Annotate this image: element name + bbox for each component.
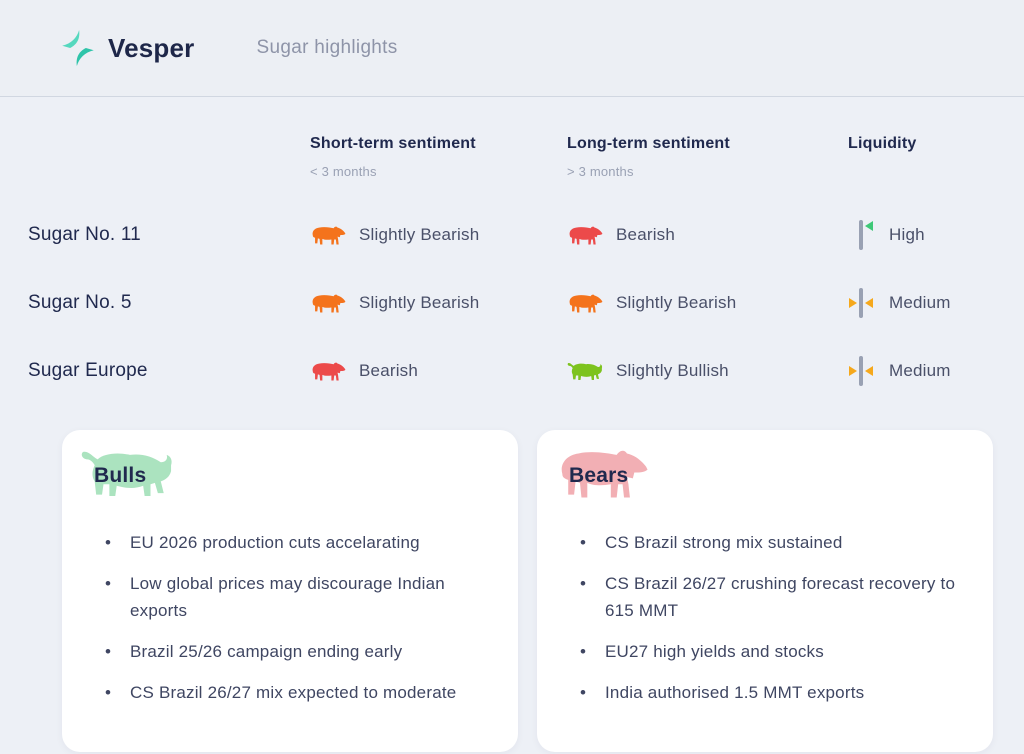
sentiment-label: Slightly Bearish — [616, 293, 737, 312]
column-label: Short-term sentiment — [310, 135, 476, 152]
bear-icon — [310, 292, 346, 315]
long-term-sentiment-cell: Slightly Bullish — [567, 360, 848, 383]
column-short-term: Short-term sentiment < 3 months — [310, 135, 567, 179]
column-liquidity: Liquidity — [848, 135, 1024, 153]
sentiment-label: Slightly Bearish — [359, 293, 480, 312]
page-title: Sugar highlights — [256, 37, 398, 58]
list-item: Brazil 25/26 campaign ending early — [92, 639, 488, 666]
column-long-term: Long-term sentiment > 3 months — [567, 135, 848, 179]
column-label: Long-term sentiment — [567, 135, 730, 152]
liquidity-high-indicator-icon — [859, 220, 873, 250]
table-row: Sugar No. 5 Slightly Bearish Slightly Be… — [28, 269, 1024, 337]
bulls-card: Bulls EU 2026 production cuts accelarati… — [62, 430, 518, 752]
short-term-sentiment-cell: Slightly Bearish — [310, 224, 567, 247]
app-header: Vesper Sugar highlights — [0, 0, 1024, 97]
bear-icon — [567, 224, 603, 247]
bear-icon — [567, 292, 603, 315]
list-item: CS Brazil strong mix sustained — [567, 530, 963, 557]
short-term-sentiment-cell: Slightly Bearish — [310, 292, 567, 315]
long-term-sentiment-cell: Slightly Bearish — [567, 292, 848, 315]
list-item: EU27 high yields and stocks — [567, 639, 963, 666]
list-item: CS Brazil 26/27 mix expected to moderate — [92, 680, 488, 707]
list-item: EU 2026 production cuts accelarating — [92, 530, 488, 557]
product-name: Sugar No. 11 — [28, 224, 141, 245]
bears-card-title: Bears — [569, 464, 629, 487]
table-row: Sugar Europe Bearish Slightly Bullish Me… — [28, 337, 1024, 405]
sentiment-label: Slightly Bullish — [616, 361, 729, 380]
bulls-card-header: Bulls — [92, 442, 488, 516]
list-item: Low global prices may discourage Indian … — [92, 571, 488, 624]
liquidity-label: High — [889, 225, 925, 244]
vesper-logo-icon — [62, 30, 94, 66]
liquidity-label: Medium — [889, 361, 951, 380]
short-term-sentiment-cell: Bearish — [310, 360, 567, 383]
liquidity-cell: Medium — [848, 286, 1024, 320]
sentiment-label: Slightly Bearish — [359, 225, 480, 244]
column-sublabel: > 3 months — [567, 164, 634, 179]
column-sublabel: < 3 months — [310, 164, 377, 179]
bulls-card-title: Bulls — [94, 464, 147, 487]
liquidity-medium-indicator-icon — [849, 288, 873, 318]
brand-name: Vesper — [108, 32, 195, 63]
table-header-row: Short-term sentiment < 3 months Long-ter… — [28, 135, 1024, 179]
sentiment-table: Short-term sentiment < 3 months Long-ter… — [0, 135, 1024, 405]
product-name: Sugar Europe — [28, 360, 148, 381]
liquidity-cell: High — [848, 218, 1024, 252]
liquidity-medium-indicator-icon — [849, 356, 873, 386]
summary-cards: Bulls EU 2026 production cuts accelarati… — [0, 430, 1024, 752]
table-row: Sugar No. 11 Slightly Bearish Bearish Hi… — [28, 201, 1024, 269]
liquidity-cell: Medium — [848, 354, 1024, 388]
bull-icon — [567, 360, 603, 383]
long-term-sentiment-cell: Bearish — [567, 224, 848, 247]
sentiment-label: Bearish — [359, 361, 419, 380]
liquidity-label: Medium — [889, 293, 951, 312]
bear-icon — [310, 360, 346, 383]
bears-card: Bears CS Brazil strong mix sustained CS … — [537, 430, 993, 752]
bulls-list: EU 2026 production cuts accelarating Low… — [92, 530, 488, 707]
list-item: India authorised 1.5 MMT exports — [567, 680, 963, 707]
sentiment-label: Bearish — [616, 225, 676, 244]
product-name: Sugar No. 5 — [28, 292, 132, 313]
bears-card-header: Bears — [567, 442, 963, 516]
list-item: CS Brazil 26/27 crushing forecast recove… — [567, 571, 963, 624]
bears-list: CS Brazil strong mix sustained CS Brazil… — [567, 530, 963, 707]
column-label: Liquidity — [848, 135, 917, 152]
bear-icon — [310, 224, 346, 247]
